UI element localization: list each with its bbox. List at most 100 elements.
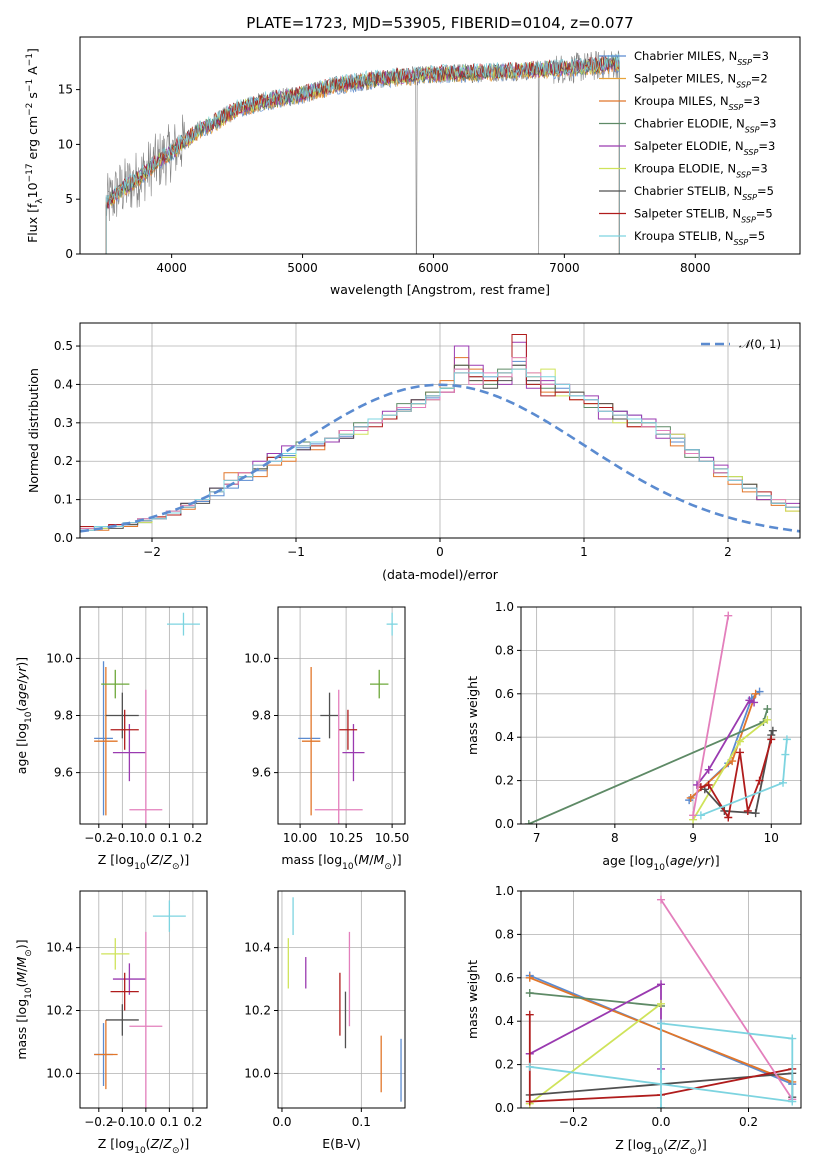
residuals-xlabel: (data-model)/error (382, 567, 499, 582)
weight-vs-Z-plot-area (525, 895, 797, 1108)
age-vs-Z-xtick-label: 0.0 (136, 831, 155, 845)
legend-entry: Chabrier ELODIE, NSSP=3 (634, 117, 776, 135)
mass-vs-Z-xtick-label: −0.2 (84, 1115, 113, 1129)
legend-entry: Salpeter ELODIE, NSSP=3 (634, 139, 775, 157)
weight-vs-Z-ytick-label: 1.0 (495, 884, 514, 898)
age-vs-mass-xtick-label: 10.25 (329, 831, 363, 845)
age-vs-Z-xlabel: Z [log10(Z/Z⊙)] (98, 852, 190, 872)
weight-vs-Z-ylabel: mass weight (465, 960, 480, 1039)
mass-vs-Z-ytick-label: 10.0 (46, 1066, 73, 1080)
age-vs-Z-xtick-label: 0.2 (183, 831, 202, 845)
age-vs-mass-xlabel: mass [log10(M/M⊙)] (281, 852, 401, 872)
weight-vs-age-xtick-label: 10 (764, 831, 779, 845)
weight-vs-age-point-marker (745, 696, 754, 705)
spectrum-xtick-label: 8000 (680, 261, 711, 275)
legend-entry: Salpeter STELIB, NSSP=5 (634, 207, 773, 225)
weight-vs-age-point-marker (779, 778, 788, 787)
age-vs-Z-xtick-label: 0.1 (160, 831, 179, 845)
weight-vs-age-point-marker (728, 757, 737, 766)
residuals-ylabel: Normed distribution (26, 368, 41, 493)
age-vs-mass-errorbar-point (338, 709, 358, 750)
age-vs-mass-panel: 10.00 10.25 10.50 9.6 9.8 10.0 mass [log10(M/M… (244, 606, 409, 872)
weight-vs-age-series-line (692, 615, 730, 816)
spectrum-ytick-label: 15 (58, 83, 73, 97)
legend-entry: Kroupa ELODIE, NSSP=3 (634, 162, 768, 180)
age-vs-Z-ytick-label: 9.8 (54, 709, 73, 723)
residuals-ytick-label: 0.0 (54, 531, 73, 545)
weight-vs-age-series-line (700, 739, 788, 817)
mass-vs-ebv-xtick-label: 0.0 (272, 1115, 291, 1129)
weight-vs-age-xtick-label: 9 (689, 831, 697, 845)
weight-vs-Z-point-marker (525, 1062, 534, 1071)
weight-vs-Z-panel: −0.2 0.0 0.2 0.0 0.2 0.4 0.6 0.8 1.0 Z [log10(Z/Z… (465, 884, 802, 1157)
residuals-ytick-label: 0.2 (54, 454, 73, 468)
mass-vs-ebv-ytick-label: 10.2 (244, 1004, 271, 1018)
weight-vs-Z-series-line (660, 899, 794, 1100)
mass-vs-Z-errorbar-point (110, 972, 139, 1011)
age-vs-mass-errorbar-point (301, 666, 321, 816)
age-vs-mass-errorbar-point (320, 692, 339, 739)
legend-entry: Chabrier MILES, NSSP=3 (634, 49, 769, 67)
mass-vs-ebv-ytick-label: 10.0 (244, 1066, 271, 1080)
residuals-ytick-label: 0.5 (54, 339, 73, 353)
spectrum-ytick-label: 5 (65, 192, 73, 206)
weight-vs-Z-point-marker (788, 1097, 797, 1106)
legend-entry: Kroupa STELIB, NSSP=5 (634, 229, 765, 247)
mass-vs-ebv-xlabel: E(B-V) (322, 1136, 361, 1151)
mass-vs-Z-errorbar-point (94, 1019, 118, 1090)
residuals-xtick-label: −2 (143, 545, 161, 559)
age-vs-Z-errorbar-point (101, 669, 130, 699)
mass-vs-Z-frame (79, 890, 208, 1109)
weight-vs-Z-point-marker (525, 1010, 534, 1019)
mass-vs-Z-errorbar-point (112, 963, 146, 995)
weight-vs-Z-series-line (529, 992, 662, 1007)
mass-vs-Z-xtick-label: 0.1 (160, 1115, 179, 1129)
weight-vs-age-point-marker (704, 780, 713, 789)
weight-vs-Z-xtick-label: −0.2 (559, 1115, 588, 1129)
weight-vs-age-point-marker (704, 765, 713, 774)
weight-vs-Z-point-marker (657, 895, 665, 904)
normal-reference-curve (80, 383, 800, 533)
weight-vs-age-panel: 7 8 9 10 0.0 0.2 0.4 0.6 0.8 1.0 age [log10(age/yr… (465, 600, 802, 873)
weight-vs-age-point-marker (743, 806, 752, 815)
weight-vs-Z-point-marker (657, 999, 665, 1008)
age-vs-Z-errorbar-point (167, 612, 200, 636)
weight-vs-Z-series-line (529, 982, 662, 1069)
model-spectrum-line (105, 55, 620, 254)
weight-vs-age-point-marker (689, 811, 698, 820)
mass-vs-Z-plot-area (94, 900, 186, 1108)
age-vs-mass-xtick-label: 10.50 (375, 831, 409, 845)
weight-vs-age-point-marker (763, 715, 772, 724)
age-vs-mass-errorbar-point (370, 669, 389, 699)
age-vs-Z-plot-area (94, 612, 200, 824)
weight-vs-Z-point-marker (788, 1034, 797, 1043)
weight-vs-age-point-marker (768, 726, 777, 735)
spectrum-xtick-label: 4000 (156, 261, 187, 275)
age-vs-Z-errorbar-point (94, 666, 118, 816)
age-vs-Z-errorbar-point (112, 724, 146, 782)
age-vs-Z-xtick-label: −0.1 (108, 831, 137, 845)
residuals-plot-area (80, 334, 800, 538)
weight-vs-age-point-marker (724, 611, 733, 620)
mass-vs-Z-errorbar-point (101, 938, 130, 970)
mass-vs-ebv-panel: 0.0 0.1 10.0 10.2 10.4 E(B-V) (244, 890, 406, 1151)
residuals-legend: 𝒩(0, 1) (701, 337, 781, 351)
spectrum-ylabel: Flux [fλ10−17 erg cm−2 s−1 A−1] (25, 48, 45, 243)
weight-vs-Z-point-marker (657, 1104, 665, 1108)
mass-vs-Z-ytick-label: 10.4 (46, 941, 73, 955)
weight-vs-age-plot-area (524, 611, 791, 824)
weight-vs-age-xtick-label: 7 (533, 831, 541, 845)
weight-vs-age-point-marker (696, 811, 705, 820)
weight-vs-Z-xtick-label: 0.0 (651, 1115, 670, 1129)
weight-vs-age-xlabel: age [log10(age/yr)] (602, 853, 719, 873)
weight-vs-age-point-marker (763, 704, 772, 713)
spectrum-frame (79, 36, 801, 255)
spectrum-xtick-label: 6000 (418, 261, 449, 275)
spectrum-ytick-label: 0 (65, 247, 73, 261)
mass-vs-Z-ytick-label: 10.2 (46, 1004, 73, 1018)
age-vs-mass-errorbar-point (314, 689, 363, 824)
age-vs-Z-ytick-label: 10.0 (46, 651, 73, 665)
age-vs-mass-ytick-label: 9.6 (252, 766, 271, 780)
residuals-xtick-label: 2 (724, 545, 732, 559)
weight-vs-Z-ytick-label: 0.8 (495, 927, 514, 941)
